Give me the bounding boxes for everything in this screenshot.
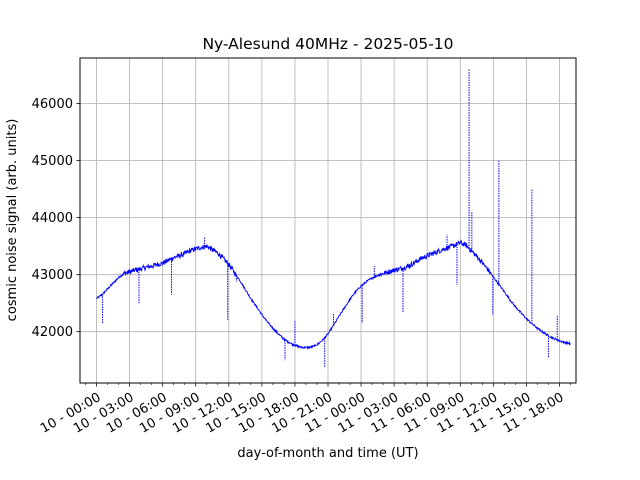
x-axis-label: day-of-month and time (UT) <box>237 446 418 461</box>
y-tick-label: 46000 <box>32 97 73 112</box>
y-tick-label: 42000 <box>32 325 73 340</box>
grid-layer <box>80 58 576 383</box>
plot-area <box>96 69 571 368</box>
y-axis: 42000 43000 44000 45000 46000 <box>32 97 80 340</box>
y-tick-label: 45000 <box>32 154 73 169</box>
chart-title: Ny-Alesund 40MHz - 2025-05-10 <box>202 35 453 53</box>
y-tick-label: 44000 <box>32 211 73 226</box>
series-line-0 <box>96 239 571 350</box>
y-tick-label: 43000 <box>32 268 73 283</box>
y-axis-label: cosmic noise signal (arb. units) <box>5 119 20 322</box>
